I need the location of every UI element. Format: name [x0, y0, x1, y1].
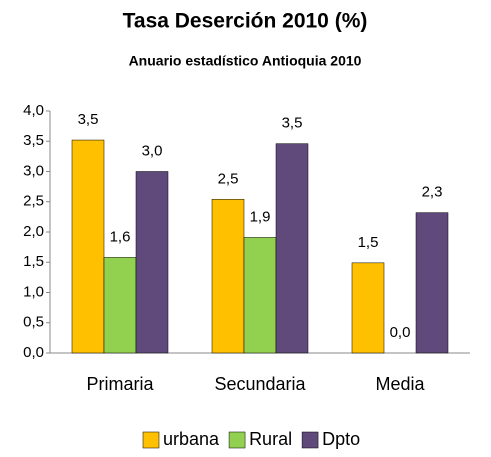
value-label: 1,5 — [358, 234, 379, 251]
bar — [275, 143, 309, 354]
chart-title: Tasa Deserción 2010 (%) — [123, 10, 368, 33]
x-tick-label: Secundaria — [214, 374, 306, 394]
legend-label: Rural — [249, 429, 292, 449]
y-tick-label: 3,5 — [23, 132, 44, 149]
bar — [351, 262, 385, 354]
value-label: 3,0 — [142, 142, 163, 159]
value-label: 2,5 — [218, 170, 239, 187]
legend-swatch — [301, 431, 319, 449]
legend-label: Dpto — [322, 429, 360, 449]
y-tick-label: 1,0 — [23, 283, 44, 300]
y-tick-label: 2,0 — [23, 223, 44, 240]
bar — [243, 237, 277, 354]
value-label: 1,9 — [250, 208, 271, 225]
bar — [103, 257, 137, 354]
value-label: 3,5 — [282, 115, 303, 132]
bar — [415, 212, 449, 354]
legend-label: urbana — [163, 429, 220, 449]
value-label: 3,5 — [78, 111, 99, 128]
y-tick-label: 3,0 — [23, 162, 44, 179]
y-tick-label: 4,0 — [23, 102, 44, 119]
y-tick-label: 0,5 — [23, 314, 44, 331]
value-label: 0,0 — [390, 324, 411, 341]
y-tick-label: 2,5 — [23, 193, 44, 210]
bar — [71, 139, 105, 354]
y-tick-label: 0,0 — [23, 344, 44, 361]
bar — [135, 171, 169, 354]
value-label: 1,6 — [110, 228, 131, 245]
x-tick-label: Primaria — [86, 374, 154, 394]
x-tick-label: Media — [375, 374, 425, 394]
y-tick-label: 1,5 — [23, 253, 44, 270]
chart-subtitle: Anuario estadístico Antioquia 2010 — [129, 53, 362, 69]
legend-swatch — [142, 431, 160, 449]
bar — [211, 199, 245, 354]
value-label: 2,3 — [422, 184, 443, 201]
legend-swatch — [228, 431, 246, 449]
